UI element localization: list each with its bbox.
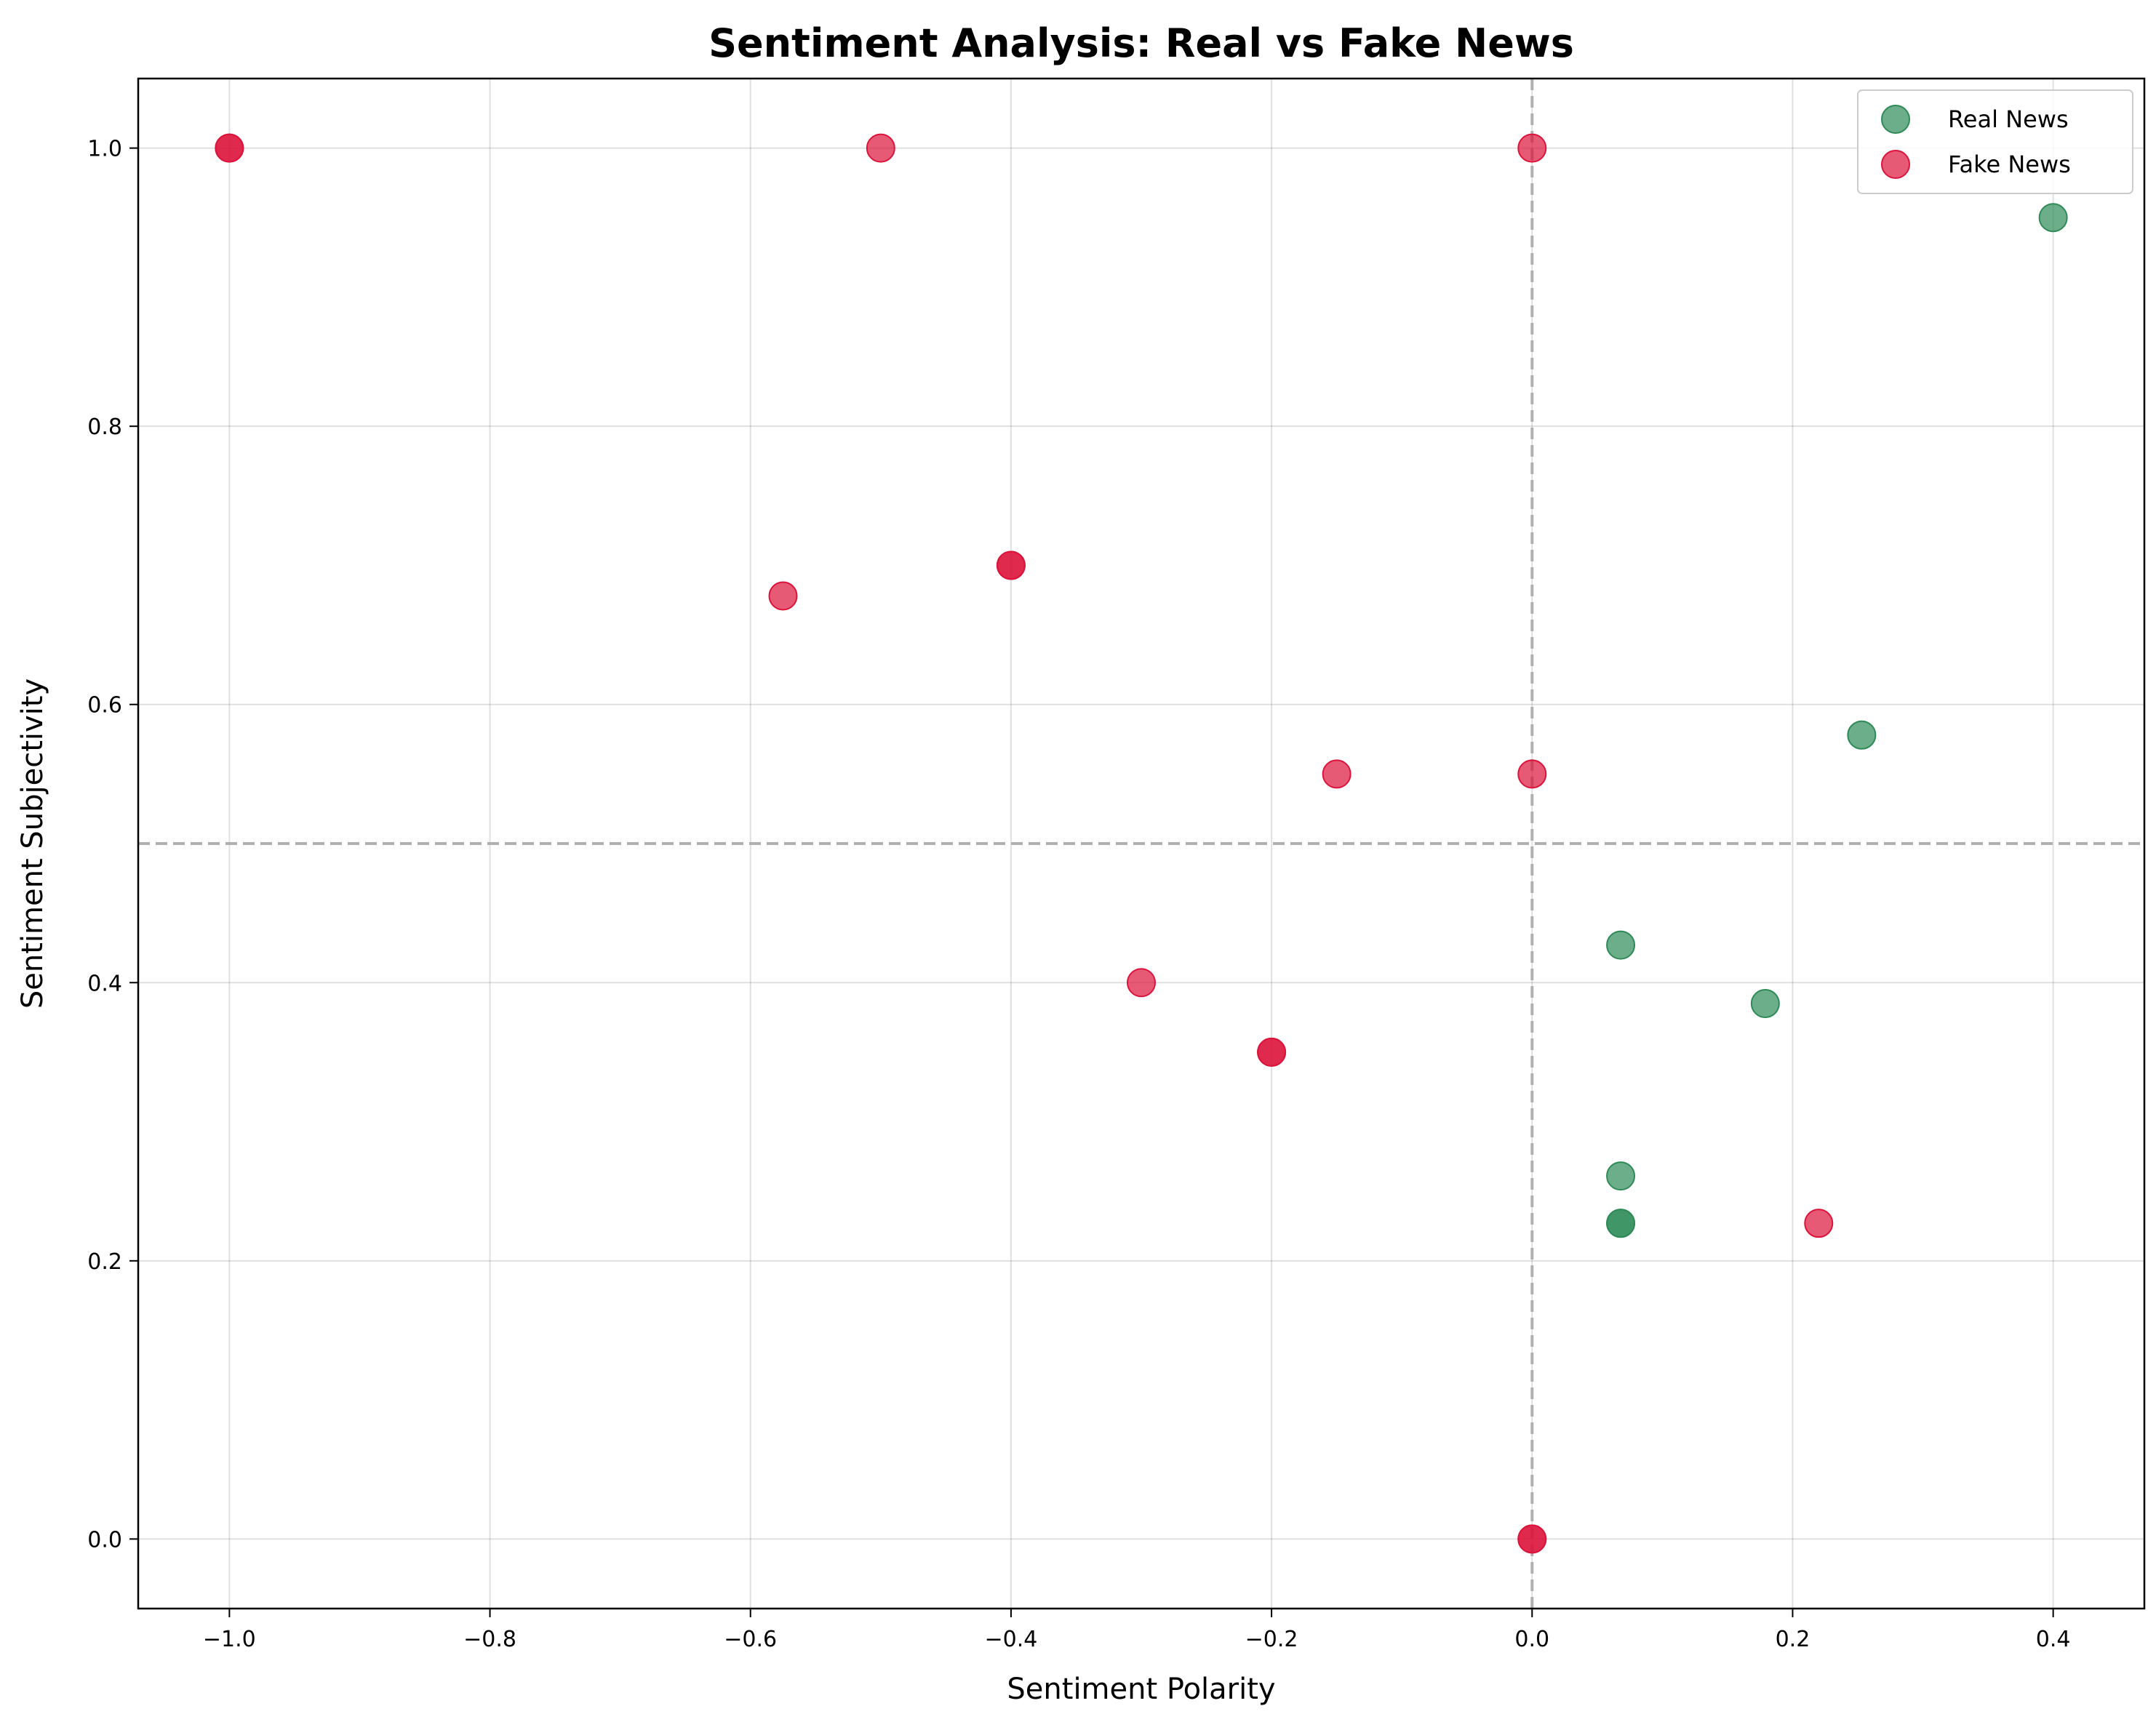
- y-axis-label: Sentiment Subjectivity: [16, 678, 49, 1009]
- x-tick-label: −1.0: [203, 1627, 256, 1652]
- x-tick-label: −0.2: [1245, 1627, 1298, 1652]
- x-tick-label: −0.4: [984, 1627, 1037, 1652]
- legend-frame: [1857, 89, 2133, 194]
- data-point-fake-news: [866, 133, 895, 163]
- data-point-real-news: [1847, 720, 1877, 750]
- y-tick-label: 0.0: [87, 1527, 122, 1553]
- x-axis-ticks: −1.0 −0.8 −0.6 −0.4 −0.2 0.0 0.2 0.4: [203, 1609, 2071, 1652]
- x-tick-label: −0.8: [463, 1627, 516, 1652]
- data-point-real-news: [1606, 1209, 1636, 1238]
- y-tick-label: 1.0: [87, 137, 122, 162]
- y-tick-label: 0.8: [87, 415, 122, 440]
- x-tick-label: 0.0: [1514, 1627, 1549, 1652]
- data-point-fake-news: [1257, 1037, 1287, 1067]
- data-points: [215, 133, 2068, 1554]
- legend-marker-fake-news: [1881, 150, 1910, 179]
- data-point-fake-news: [1517, 1524, 1547, 1554]
- data-point-fake-news: [1127, 968, 1156, 998]
- data-point-real-news: [1606, 1161, 1636, 1191]
- data-point-fake-news: [1517, 133, 1547, 163]
- legend-marker-real-news: [1881, 105, 1910, 134]
- y-tick-label: 0.2: [87, 1249, 122, 1275]
- legend: Real News Fake News: [1857, 89, 2133, 194]
- data-point-real-news: [2038, 203, 2068, 233]
- data-point-fake-news: [1322, 759, 1352, 789]
- reference-lines: [138, 79, 2144, 1609]
- data-point-fake-news: [1804, 1209, 1834, 1238]
- plot-frame: [137, 77, 2146, 1610]
- chart-title: Sentiment Analysis: Real vs Fake News: [708, 20, 1574, 66]
- data-point-fake-news: [768, 581, 798, 611]
- x-tick-label: 0.4: [2036, 1627, 2071, 1652]
- y-axis-ticks: 0.0 0.2 0.4 0.6 0.8 1.0: [87, 137, 138, 1553]
- x-tick-label: 0.2: [1776, 1627, 1810, 1652]
- data-point-real-news: [1750, 988, 1780, 1018]
- y-tick-label: 0.4: [87, 971, 122, 996]
- y-tick-label: 0.6: [87, 693, 122, 718]
- legend-label-fake-news: Fake News: [1948, 151, 2071, 178]
- x-axis-label: Sentiment Polarity: [1007, 1673, 1275, 1706]
- data-point-real-news: [1606, 930, 1636, 960]
- legend-label-real-news: Real News: [1948, 105, 2069, 133]
- data-point-fake-news: [1517, 759, 1547, 789]
- x-tick-label: −0.6: [724, 1627, 777, 1652]
- data-point-fake-news: [215, 133, 244, 163]
- data-point-fake-news: [996, 550, 1026, 580]
